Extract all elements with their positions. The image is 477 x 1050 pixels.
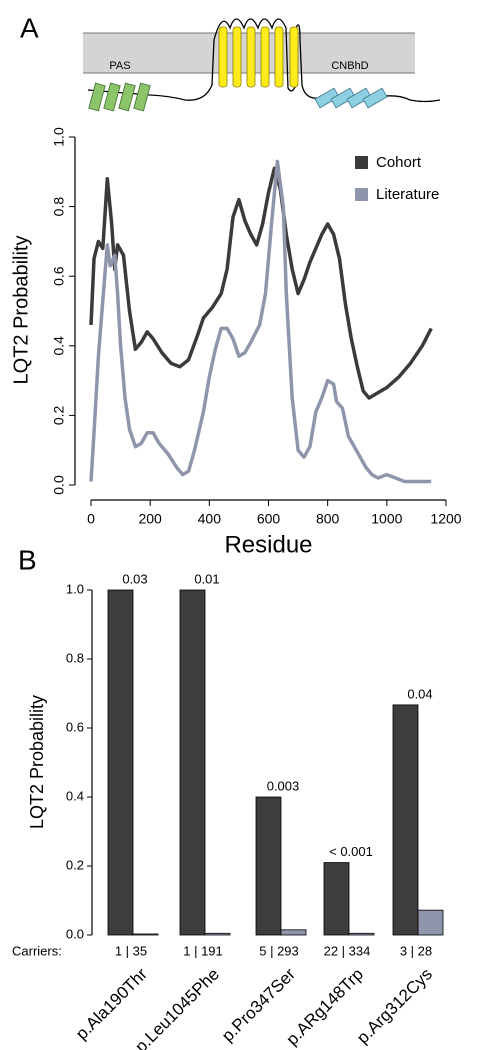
x-tick-label: 1000 bbox=[371, 511, 402, 527]
y-tick-label: 1.0 bbox=[51, 127, 67, 147]
p-value-label: < 0.001 bbox=[329, 844, 373, 859]
y-tick-label: 0.6 bbox=[51, 266, 67, 286]
legend-swatch bbox=[355, 156, 368, 169]
x-axis-label: Residue bbox=[224, 531, 312, 558]
bar bbox=[323, 862, 350, 936]
bar bbox=[255, 796, 282, 936]
legend-label: Literature bbox=[376, 186, 439, 203]
bar bbox=[280, 929, 307, 936]
y-tick-label: 0.6 bbox=[66, 719, 84, 734]
x-tick-label: 800 bbox=[316, 511, 340, 527]
carriers-count: 1 | 191 bbox=[183, 943, 223, 958]
x-tick-label: 400 bbox=[198, 511, 222, 527]
line-series bbox=[89, 166, 433, 400]
x-tick-label: 0 bbox=[87, 511, 95, 527]
bar bbox=[392, 704, 419, 936]
bar bbox=[204, 932, 231, 936]
y-tick-label: 0.0 bbox=[66, 926, 84, 941]
carriers-count: 1 | 35 bbox=[115, 943, 147, 958]
bar bbox=[417, 909, 444, 936]
y-tick-label: 0.4 bbox=[66, 788, 84, 803]
y-tick-label: 0.4 bbox=[51, 336, 67, 356]
bar bbox=[179, 589, 206, 936]
p-value-label: 0.01 bbox=[194, 571, 219, 586]
legend-label: Cohort bbox=[376, 154, 422, 171]
channel-diagram: PAS CNBhD bbox=[83, 18, 441, 112]
cnbhd-helices bbox=[314, 87, 388, 109]
bar bbox=[348, 932, 375, 936]
y-axis-label: LQT2 Probability bbox=[27, 695, 47, 829]
carriers-count: 3 | 28 bbox=[400, 943, 432, 958]
carriers-count: 22 | 334 bbox=[324, 943, 371, 958]
y-tick-label: 1.0 bbox=[66, 581, 84, 596]
carriers-count: 5 | 293 bbox=[259, 943, 299, 958]
panel-label: A bbox=[20, 12, 39, 43]
y-tick-label: 0.8 bbox=[66, 650, 84, 665]
bar bbox=[107, 589, 134, 936]
transmembrane-helices bbox=[218, 26, 299, 88]
pas-helices bbox=[88, 82, 151, 112]
x-tick-label: 600 bbox=[257, 511, 281, 527]
x-tick-label: p.Ala190Thr bbox=[72, 964, 151, 1043]
y-tick-label: 0.2 bbox=[51, 405, 67, 425]
domain-label: PAS bbox=[109, 60, 130, 72]
y-tick-label: 0.0 bbox=[51, 475, 67, 495]
p-value-label: 0.03 bbox=[122, 571, 147, 586]
legend-swatch bbox=[355, 188, 368, 201]
domain-label: CNBhD bbox=[331, 60, 368, 72]
p-value-label: 0.04 bbox=[407, 686, 432, 701]
line-series bbox=[89, 159, 432, 484]
x-tick-label: 1200 bbox=[430, 511, 461, 527]
bar bbox=[132, 933, 159, 936]
x-tick-label: 200 bbox=[138, 511, 162, 527]
y-axis-label: LQT2 Probability bbox=[10, 236, 32, 385]
y-tick-label: 0.8 bbox=[51, 197, 67, 217]
carriers-label: Carriers: bbox=[12, 943, 62, 958]
p-value-label: 0.003 bbox=[267, 778, 300, 793]
y-tick-label: 0.2 bbox=[66, 857, 84, 872]
panel-label: B bbox=[18, 544, 37, 575]
